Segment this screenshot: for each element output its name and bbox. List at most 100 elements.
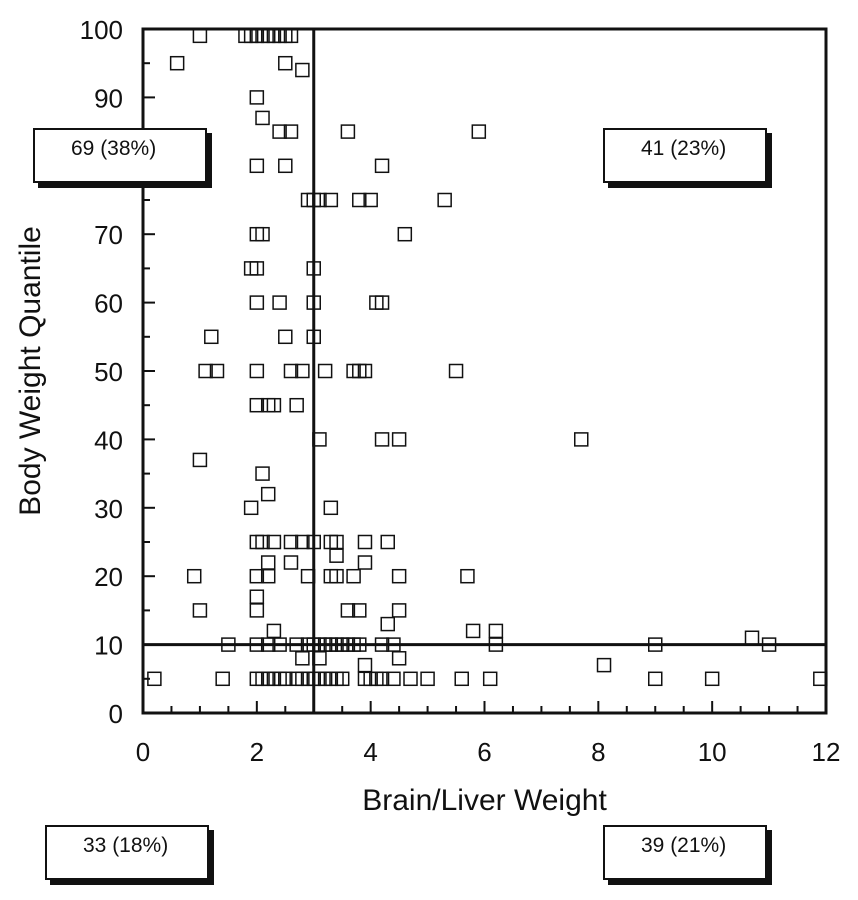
data-point	[352, 363, 367, 379]
data-point	[744, 630, 760, 646]
x-tick-label: 10	[698, 737, 727, 767]
data-point	[283, 124, 299, 139]
data-point	[295, 534, 310, 550]
data-point	[255, 226, 270, 242]
data-point	[249, 226, 265, 242]
quadrant-count-upper-right: 41 (23%)	[603, 128, 767, 183]
data-point	[192, 452, 208, 468]
x-tick-label: 12	[812, 737, 841, 767]
y-tick-label: 40	[94, 425, 123, 455]
x-tick-label: 8	[591, 737, 605, 767]
data-point	[391, 651, 407, 666]
x-tick-label: 0	[136, 737, 150, 767]
data-point	[374, 671, 390, 687]
x-axis-title: Brain/Liver Weight	[362, 784, 607, 817]
y-tick-label: 100	[80, 15, 123, 45]
data-point	[352, 192, 367, 208]
data-point	[192, 603, 208, 618]
y-tick-label: 20	[94, 562, 123, 592]
data-point	[369, 295, 384, 310]
data-point	[403, 671, 418, 687]
data-point	[243, 500, 259, 516]
data-point	[334, 671, 350, 687]
data-point	[249, 295, 265, 310]
y-tick-label: 70	[94, 220, 123, 250]
data-point	[323, 500, 339, 516]
data-point	[260, 486, 276, 502]
data-point	[357, 657, 373, 673]
data-point	[340, 603, 356, 618]
data-point	[147, 671, 162, 687]
data-point	[283, 555, 299, 570]
data-point	[317, 363, 333, 379]
data-point	[357, 363, 373, 379]
data-point	[260, 555, 276, 570]
x-tick-label: 4	[363, 737, 377, 767]
data-point	[357, 534, 373, 550]
data-point	[352, 603, 367, 618]
data-point	[460, 568, 475, 584]
data-point	[346, 568, 361, 584]
data-point	[249, 568, 265, 584]
data-point	[289, 397, 304, 413]
data-point	[397, 226, 413, 242]
data-point	[266, 623, 282, 639]
data-point	[249, 363, 265, 379]
data-point	[249, 397, 265, 413]
data-point	[437, 192, 452, 208]
data-point	[295, 62, 310, 78]
data-point	[329, 568, 344, 584]
y-tick-label: 90	[94, 83, 123, 113]
data-point	[249, 158, 265, 174]
y-tick-label: 30	[94, 494, 123, 524]
data-point	[813, 671, 828, 687]
data-point	[272, 295, 287, 310]
data-point	[488, 623, 504, 639]
data-point	[204, 329, 219, 345]
data-point	[323, 534, 339, 550]
data-point	[374, 158, 390, 174]
data-point	[255, 534, 270, 550]
y-tick-label: 60	[94, 289, 123, 319]
data-point	[323, 192, 339, 208]
x-tick-label: 6	[477, 737, 491, 767]
y-tick-label: 10	[94, 631, 123, 661]
data-point	[482, 671, 498, 687]
data-point	[249, 90, 265, 105]
data-point	[574, 432, 589, 447]
data-point	[169, 55, 185, 71]
y-tick-label: 0	[109, 699, 123, 729]
data-point	[255, 466, 270, 481]
data-point	[380, 616, 395, 632]
data-point	[420, 671, 435, 687]
data-point	[596, 657, 612, 673]
data-point	[249, 589, 265, 604]
data-point	[471, 124, 487, 139]
data-point	[329, 534, 344, 550]
data-point	[374, 432, 390, 447]
data-point	[278, 671, 293, 687]
data-point	[192, 28, 208, 44]
data-point	[391, 568, 407, 584]
y-tick-label: 50	[94, 357, 123, 387]
data-point	[329, 548, 344, 563]
data-point	[283, 28, 299, 44]
data-point	[283, 363, 299, 379]
x-tick-label: 2	[250, 737, 264, 767]
data-point	[391, 603, 407, 618]
data-point	[249, 261, 265, 276]
data-point	[215, 671, 230, 687]
data-point	[374, 295, 390, 310]
data-point	[278, 329, 293, 345]
data-point	[648, 671, 663, 687]
data-point	[249, 603, 265, 618]
data-point	[198, 363, 213, 379]
data-point	[209, 363, 225, 379]
data-point	[340, 124, 356, 139]
data-point	[704, 671, 720, 687]
data-point	[260, 568, 276, 584]
data-point	[363, 192, 378, 208]
data-point	[448, 363, 464, 379]
data-point	[266, 397, 282, 413]
